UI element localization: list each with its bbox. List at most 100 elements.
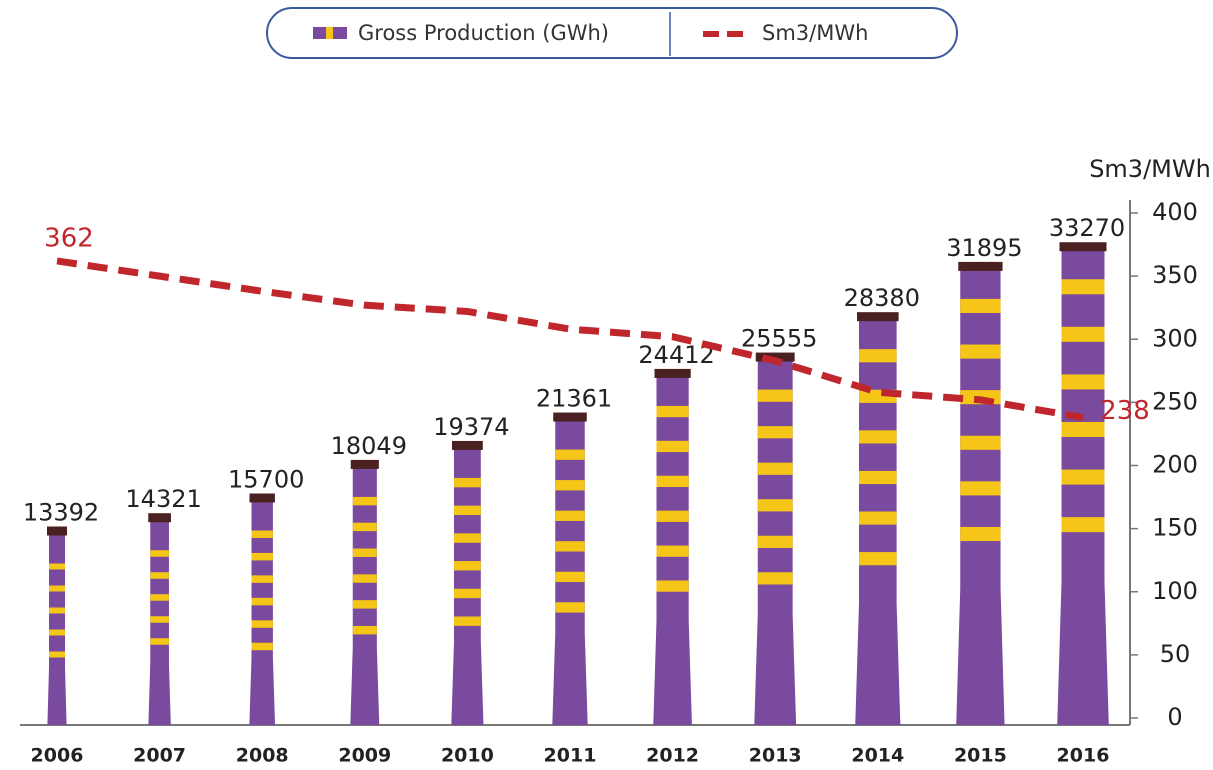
bar-stripe <box>758 499 793 511</box>
value-label: 25555 <box>741 325 817 353</box>
bar-stripe <box>353 574 377 582</box>
bar-stripe <box>1062 517 1105 532</box>
value-label: 33270 <box>1049 214 1125 242</box>
bar-stripe <box>454 533 481 542</box>
x-tick-label: 2011 <box>544 745 597 767</box>
x-tick-label: 2015 <box>954 745 1007 767</box>
bar-cap <box>351 460 379 469</box>
bar-cap <box>148 513 171 522</box>
bar-stripe <box>49 651 65 657</box>
bar-stripe <box>252 553 273 560</box>
bar-stripe <box>555 511 585 521</box>
y2-tick-label: 150 <box>1152 514 1198 542</box>
bar-stripe <box>150 616 169 623</box>
bar-stripe <box>1062 422 1105 437</box>
value-label: 28380 <box>844 284 920 312</box>
bar-stripe <box>555 450 585 460</box>
bar-stripe <box>252 575 273 582</box>
legend-label: Gross Production (GWh) <box>358 21 609 45</box>
bar-stripe <box>859 430 897 443</box>
y2-tick-label: 200 <box>1152 451 1198 479</box>
legend-label: Sm3/MWh <box>762 21 868 45</box>
bar-stripe <box>1062 327 1105 342</box>
bar-stripe <box>555 602 585 612</box>
value-label: 18049 <box>331 432 407 460</box>
y2-tick-label: 50 <box>1160 640 1191 668</box>
bar-cap <box>250 493 275 502</box>
bar-stripe <box>555 541 585 551</box>
bar-stripe <box>555 480 585 490</box>
bar-stripe <box>758 463 793 475</box>
bar-stripe <box>150 550 169 557</box>
x-tick-label: 2014 <box>851 745 904 767</box>
bar-stripe <box>859 511 897 524</box>
bar-stripe <box>353 626 377 634</box>
y2-tick-label: 0 <box>1167 703 1182 731</box>
x-tick-label: 2006 <box>31 745 84 767</box>
bar-stripe <box>960 481 1000 495</box>
bar-stripe <box>657 511 689 522</box>
legend: Gross Production (GWh) Sm3/MWh <box>313 21 868 45</box>
bar-cap <box>1060 242 1107 251</box>
bar-stripe <box>252 530 273 537</box>
value-label: 15700 <box>228 465 304 493</box>
bar-stripe <box>758 426 793 438</box>
bar-stripe <box>49 563 65 569</box>
bar-stripe <box>454 506 481 515</box>
bar-stripe <box>353 523 377 531</box>
bar-stripe <box>758 572 793 584</box>
bar-stripe <box>252 643 273 650</box>
bar-stripe <box>657 476 689 487</box>
bar <box>1057 249 1109 725</box>
value-label: 14321 <box>125 485 201 513</box>
x-tick-label: 2013 <box>749 745 802 767</box>
bar-stripe <box>758 390 793 402</box>
value-label: 13392 <box>23 498 99 526</box>
bar-stripe <box>252 598 273 605</box>
bar <box>956 269 1004 725</box>
bar-stripe <box>555 572 585 582</box>
y2-tick-label: 100 <box>1152 577 1198 605</box>
value-label: 21361 <box>536 385 612 413</box>
bar <box>350 467 379 725</box>
y2-tick-label: 350 <box>1152 261 1198 289</box>
y2-tick-label: 250 <box>1152 387 1198 415</box>
bar-cap <box>958 262 1002 271</box>
y2-axis-title: Sm3/MWh <box>1089 155 1211 183</box>
bar-stripe <box>960 299 1000 313</box>
x-tick-label: 2007 <box>133 745 186 767</box>
bar-stripe <box>960 436 1000 450</box>
bar-stripe <box>353 497 377 505</box>
line-label: 238 <box>1100 396 1150 426</box>
bar <box>451 448 483 725</box>
bar-stripe <box>150 594 169 601</box>
y2-tick-label: 300 <box>1152 324 1198 352</box>
bar <box>47 533 66 725</box>
y2-tick-label: 400 <box>1152 198 1198 226</box>
bar-stripe <box>859 349 897 362</box>
value-label: 31895 <box>946 234 1022 262</box>
x-tick-label: 2016 <box>1057 745 1110 767</box>
x-tick-label: 2012 <box>646 745 699 767</box>
bar-stripe <box>657 441 689 452</box>
bar-stripe <box>657 406 689 417</box>
bar-stripe <box>758 536 793 548</box>
x-tick-label: 2008 <box>236 745 289 767</box>
bar-stripe <box>150 638 169 645</box>
bar-cap <box>553 413 587 422</box>
bar-stripe <box>454 478 481 487</box>
bar-cap <box>47 526 67 535</box>
bar-stripe <box>454 616 481 625</box>
bar-stripe <box>49 607 65 613</box>
bar-cap <box>655 369 691 378</box>
bar-stripe <box>1062 470 1105 485</box>
bar-stripe <box>960 527 1000 541</box>
bar-stripe <box>1062 279 1105 294</box>
bar-stripe <box>353 549 377 557</box>
bar-stripe <box>859 471 897 484</box>
value-label: 19374 <box>433 413 509 441</box>
legend-swatch-stripe <box>326 27 333 39</box>
bar-stripe <box>454 561 481 570</box>
bar-stripe <box>657 546 689 557</box>
x-tick-label: 2010 <box>441 745 494 767</box>
